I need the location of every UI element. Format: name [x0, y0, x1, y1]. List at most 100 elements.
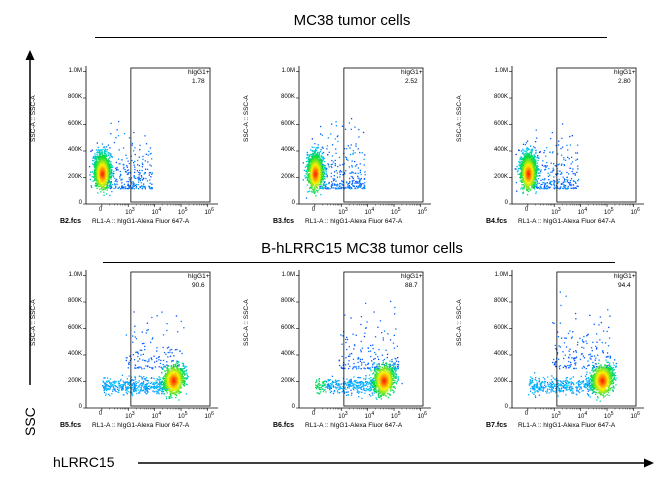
event-dot: [306, 153, 308, 155]
event-dot: [351, 180, 353, 182]
event-dot: [96, 187, 98, 190]
event-dot: [535, 192, 537, 195]
event-dot: [521, 181, 523, 183]
gate-name: hIgG1+: [401, 69, 423, 76]
event-dot: [577, 168, 579, 170]
event-dot: [183, 327, 185, 329]
event-dot: [91, 176, 93, 178]
event-dot: [177, 365, 179, 367]
event-dot: [530, 151, 532, 153]
event-dot: [319, 150, 322, 153]
top-section-title: MC38 tumor cells: [293, 12, 411, 29]
event-dot: [110, 153, 112, 155]
event-dot: [557, 187, 559, 189]
event-dot: [575, 182, 577, 184]
event-dot: [158, 366, 160, 368]
event-dot: [99, 185, 101, 187]
event-dot: [341, 180, 343, 182]
event-dot: [133, 387, 135, 389]
event-dot: [349, 177, 351, 180]
event-dot: [312, 180, 315, 182]
event-dot: [173, 355, 175, 357]
event-dot: [331, 184, 333, 186]
event-dot: [133, 188, 135, 190]
x-tick-label: 105: [178, 207, 188, 216]
event-dot: [307, 167, 309, 169]
event-dot: [106, 187, 108, 189]
event-dot: [312, 188, 314, 190]
event-dot: [521, 188, 524, 190]
event-dot: [311, 186, 313, 188]
event-dot: [99, 185, 101, 188]
event-dot: [535, 179, 538, 181]
event-dot: [351, 183, 353, 185]
event-dot: [120, 174, 122, 176]
event-dot: [125, 171, 128, 173]
event-dot: [167, 356, 169, 358]
event-dot: [100, 177, 103, 180]
event-dot: [134, 153, 136, 156]
event-dot: [321, 157, 323, 159]
event-dot: [175, 315, 178, 317]
scatter-plot: [509, 66, 644, 207]
event-dot: [103, 184, 105, 186]
event-dot: [545, 155, 547, 157]
event-dot: [144, 168, 147, 170]
event-dot: [111, 155, 113, 157]
event-dot: [311, 191, 313, 193]
event-dot: [349, 153, 352, 156]
event-dot: [123, 163, 125, 166]
event-dot: [149, 366, 151, 368]
event-dot: [350, 172, 352, 174]
event-dot: [531, 179, 533, 181]
event-dot: [161, 391, 163, 393]
event-dot: [114, 388, 116, 390]
event-dot: [363, 158, 365, 160]
event-dot: [142, 389, 144, 391]
event-dot: [133, 150, 135, 152]
event-dot: [537, 157, 539, 159]
event-dot: [100, 179, 103, 181]
event-dot: [141, 176, 143, 178]
event-dot: [108, 177, 110, 180]
event-dot: [139, 178, 142, 180]
event-dot: [310, 165, 313, 167]
event-dot: [363, 178, 365, 180]
event-dot: [320, 176, 322, 179]
event-dot: [101, 151, 103, 154]
event-dot: [551, 152, 554, 154]
event-dot: [355, 143, 357, 145]
event-dot: [540, 179, 542, 182]
event-dot: [534, 184, 536, 186]
big-x-label: hLRRC15: [53, 454, 115, 470]
event-dot: [101, 171, 103, 174]
event-dot: [138, 176, 140, 178]
event-dot: [109, 185, 111, 187]
event-dot: [151, 316, 153, 319]
event-dot: [141, 166, 143, 168]
event-dot: [102, 176, 104, 178]
event-dot: [311, 150, 314, 152]
event-dot: [307, 165, 309, 167]
event-dot: [109, 163, 111, 165]
event-dot: [320, 148, 322, 151]
event-dot: [108, 170, 110, 172]
event-dot: [567, 149, 569, 151]
event-dot: [324, 169, 327, 171]
event-dot: [343, 172, 345, 174]
event-dot: [346, 182, 348, 184]
event-dot: [303, 169, 305, 172]
event-dot: [105, 166, 108, 168]
event-dot: [531, 155, 533, 158]
event-dot: [123, 183, 125, 186]
event-dot: [530, 158, 533, 160]
event-dot: [360, 184, 363, 186]
event-dot: [107, 187, 110, 189]
event-dot: [519, 180, 521, 182]
event-dot: [568, 184, 571, 186]
event-dot: [106, 163, 109, 165]
event-dot: [358, 177, 360, 180]
event-dot: [128, 177, 130, 179]
event-dot: [310, 187, 312, 189]
event-dot: [108, 176, 110, 179]
